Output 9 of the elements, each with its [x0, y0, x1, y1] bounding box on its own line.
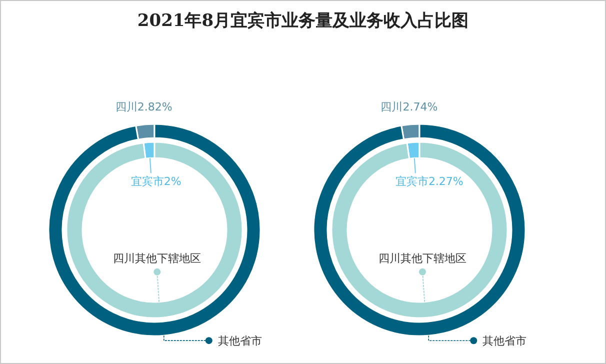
legend-label: 宜宾市2% — [130, 175, 182, 188]
slice-label: 四川其他下辖地区 — [378, 252, 466, 265]
legend-label: 其他省市 — [218, 334, 262, 348]
slice-label: 四川其他下辖地区 — [113, 252, 202, 265]
legend-label: 宜宾市2.27% — [395, 175, 464, 188]
text: 2021年8月宜宾市业务量及业务收入占比图 — [137, 11, 469, 31]
legend-label: 其他省市 — [482, 334, 527, 348]
slice-label: 四川2.74% — [380, 100, 438, 114]
slice-label: 四川2.82% — [115, 100, 172, 114]
